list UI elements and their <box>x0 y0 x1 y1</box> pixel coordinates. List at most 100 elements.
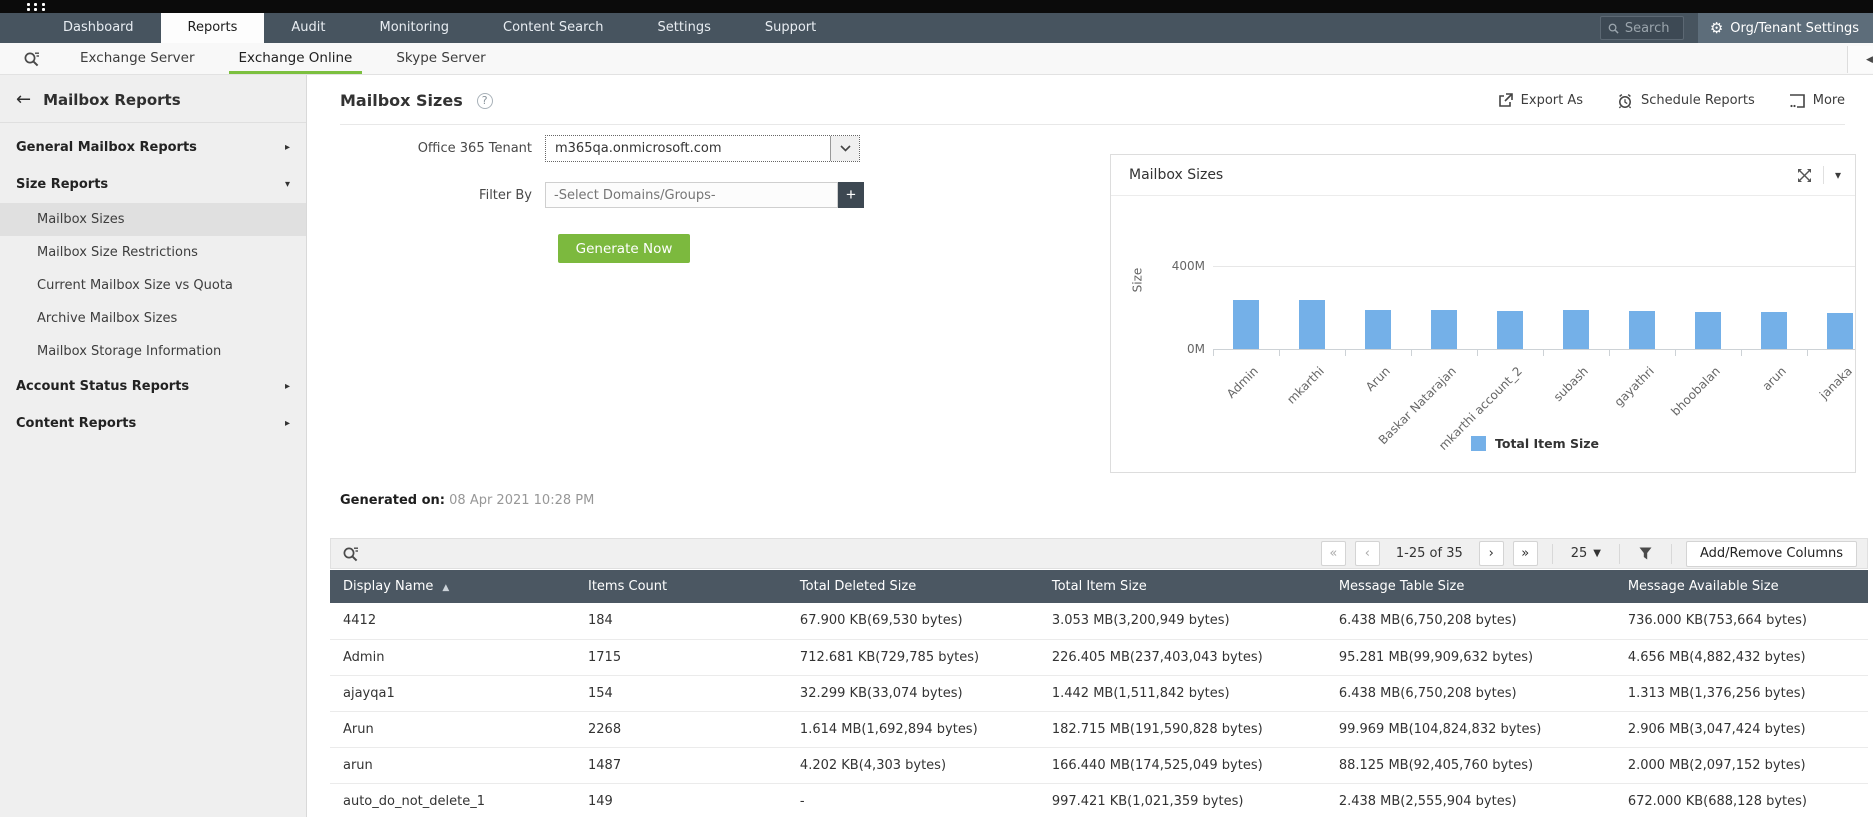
sidebar-item-mailbox-sizes[interactable]: Mailbox Sizes <box>0 203 306 236</box>
column-header-message-table-size[interactable]: Message Table Size <box>1325 570 1615 603</box>
org-tenant-settings-button[interactable]: ⚙ Org/Tenant Settings <box>1697 13 1873 43</box>
next-page-button[interactable]: › <box>1478 541 1504 566</box>
chart-bar-arun[interactable] <box>1365 310 1391 349</box>
nav-tab-settings[interactable]: Settings <box>657 20 711 35</box>
sidebar-item-archive-mailbox-sizes[interactable]: Archive Mailbox Sizes <box>37 311 178 326</box>
column-header-display-name[interactable]: Display Name ▲ <box>330 570 575 603</box>
chart-bar-bhoobalan[interactable] <box>1695 312 1721 349</box>
nav-tab-support[interactable]: Support <box>764 20 817 35</box>
first-page-button[interactable]: « <box>1320 541 1346 566</box>
subnav-tab-exchange-online[interactable]: Exchange Online <box>217 43 375 74</box>
global-search-input[interactable]: Search <box>1599 16 1684 40</box>
legend-swatch <box>1470 436 1486 451</box>
table-row[interactable]: auto_do_not_delete_1 149-997.421 KB(1,021… <box>330 783 1868 817</box>
chart-bar-mkarthi-account_2[interactable] <box>1497 311 1523 349</box>
help-icon[interactable]: ? <box>476 92 493 109</box>
table-cell: 3.053 MB(3,200,949 bytes) <box>1038 603 1326 640</box>
apps-grid-icon[interactable] <box>27 3 49 13</box>
table-row[interactable]: ajayqa1 154 32.299 KB(33,074 bytes) 1.442 M… <box>330 675 1868 712</box>
table-row[interactable]: Arun 2268 1.614 MB(1,692,894 bytes) 182.715… <box>330 711 1868 748</box>
add-remove-columns-button[interactable]: Add/Remove Columns <box>1686 540 1857 567</box>
export-as-button[interactable]: Export As <box>1498 93 1583 108</box>
chart-bar-arun[interactable] <box>1761 312 1787 349</box>
table-row[interactable]: 4412 184 67.900 KB(69,530 bytes) 3.053 MB(3… <box>330 603 1868 640</box>
sidebar-group-account-status-reports[interactable]: Account Status Reports ▸ <box>0 368 306 405</box>
column-header-total-deleted-size[interactable]: Total Deleted Size <box>786 570 1039 603</box>
tenant-select[interactable]: m365qa.onmicrosoft.com <box>545 135 860 162</box>
table-cell: 2.000 MB(2,097,152 bytes) <box>1614 747 1868 784</box>
chart-bar-baskar-natarajan[interactable] <box>1431 310 1457 349</box>
table-cell: 6.438 MB(6,750,208 bytes) <box>1325 603 1615 640</box>
table-cell: 88.125 MB(92,405,760 bytes) <box>1325 747 1615 784</box>
table-row[interactable]: arun 1487 4.202 KB(4,303 bytes) 166.440 MB(… <box>330 747 1868 784</box>
nav-tab-monitoring[interactable]: Monitoring <box>379 20 450 35</box>
schedule-reports-button[interactable]: Schedule Reports <box>1617 93 1755 109</box>
add-filter-button[interactable]: + <box>838 182 864 208</box>
chart-menu-caret-icon[interactable]: ▾ <box>1834 168 1841 182</box>
last-page-button[interactable]: » <box>1512 541 1538 566</box>
chart-legend[interactable]: Total Item Size <box>1470 436 1599 451</box>
nav-tab-content-search[interactable]: Content Search <box>503 20 604 35</box>
sidebar-item-current-mailbox-size-vs-quota[interactable]: Current Mailbox Size vs Quota <box>37 278 233 293</box>
table-cell: 1715 <box>575 639 787 676</box>
subnav-tab-skype-server[interactable]: Skype Server <box>396 50 486 66</box>
report-search-icon[interactable] <box>23 50 40 67</box>
table-cell: 2.906 MB(3,047,424 bytes) <box>1614 711 1868 748</box>
chevron-down-icon[interactable] <box>830 136 859 161</box>
report-type-tabs: Exchange Server Exchange Online Skype Serv… <box>58 43 508 74</box>
column-header-items-count[interactable]: Items Count <box>575 570 787 603</box>
sidebar-back-header[interactable]: ← Mailbox Reports <box>0 75 306 123</box>
more-button[interactable]: More <box>1789 93 1845 108</box>
table-cell: 4412 <box>330 603 575 640</box>
nav-tab-reports[interactable]: Reports <box>160 13 265 43</box>
generate-now-button[interactable]: Generate Now <box>558 234 690 263</box>
table-cell: 736.000 KB(753,664 bytes) <box>1614 603 1868 640</box>
back-arrow-icon[interactable]: ← <box>16 89 32 110</box>
filter-by-input[interactable] <box>545 182 838 208</box>
prev-page-button[interactable]: ‹ <box>1354 541 1380 566</box>
chart-bar-admin[interactable] <box>1233 300 1259 349</box>
x-axis-tick <box>1741 349 1742 356</box>
x-axis-tick <box>1345 349 1346 356</box>
table-cell: 166.440 MB(174,525,049 bytes) <box>1038 747 1326 784</box>
report-actions: Export As Schedule Reports <box>1498 93 1845 109</box>
caret-right-icon: ▸ <box>284 142 290 153</box>
column-header-label: Message Available Size <box>1627 579 1779 594</box>
chart-bar-mkarthi[interactable] <box>1299 300 1325 349</box>
x-category-label: janaka <box>1816 364 1855 403</box>
caret-down-icon: ▾ <box>284 179 290 190</box>
sidebar-group-general-mailbox-reports[interactable]: General Mailbox Reports ▸ <box>0 129 306 166</box>
page-size-select[interactable]: 25 ▼ <box>1567 546 1605 561</box>
page-range-label: 1-25 of 35 <box>1395 546 1463 561</box>
x-axis-tick <box>1675 349 1676 356</box>
table-row[interactable]: Admin 1715 712.681 KB(729,785 bytes) 226.40… <box>330 639 1868 676</box>
chart-bar-gayathri[interactable] <box>1629 311 1655 349</box>
nav-tab-audit[interactable]: Audit <box>291 20 326 35</box>
sidebar-item-mailbox-size-restrictions[interactable]: Mailbox Size Restrictions <box>37 245 198 260</box>
chart-x-labels: Admin mkarthi Arun Baskar Natarajan mkarthi … <box>1213 358 1855 453</box>
table-header-row: Display Name ▲ Items Count Total Deleted Si… <box>330 570 1868 603</box>
sidebar: ← Mailbox Reports General Mailbox Report… <box>0 75 307 817</box>
expand-chart-icon[interactable] <box>1797 168 1812 183</box>
table-cell: 154 <box>575 675 787 712</box>
chart-bar-subash[interactable] <box>1563 310 1589 349</box>
tab-strip-overflow[interactable]: ◂▸ <box>1847 46 1873 73</box>
x-category-label: bhoobalan <box>1668 364 1723 419</box>
x-axis-tick <box>1477 349 1478 356</box>
sidebar-item-mailbox-storage-information[interactable]: Mailbox Storage Information <box>37 344 222 359</box>
nav-right-cluster: Search ⚙ Org/Tenant Settings <box>1599 13 1873 43</box>
x-category-label: arun <box>1759 364 1789 394</box>
search-placeholder: Search <box>1624 20 1670 36</box>
column-header-message-available-size[interactable]: Message Available Size <box>1614 570 1868 603</box>
table-search-icon[interactable] <box>342 545 359 562</box>
nav-tab-dashboard[interactable]: Dashboard <box>63 20 134 35</box>
subnav-tab-exchange-server[interactable]: Exchange Server <box>80 50 195 66</box>
x-axis-tick <box>1213 349 1214 356</box>
table-cell: Arun <box>330 711 575 748</box>
column-header-total-item-size[interactable]: Total Item Size <box>1038 570 1326 603</box>
sidebar-group-size-reports[interactable]: Size Reports ▾ <box>0 166 306 203</box>
chart-bar-janaka[interactable] <box>1827 313 1853 349</box>
sidebar-group-content-reports[interactable]: Content Reports ▸ <box>0 405 306 442</box>
filter-funnel-icon[interactable] <box>1634 546 1657 561</box>
table-cell: Admin <box>330 639 575 676</box>
